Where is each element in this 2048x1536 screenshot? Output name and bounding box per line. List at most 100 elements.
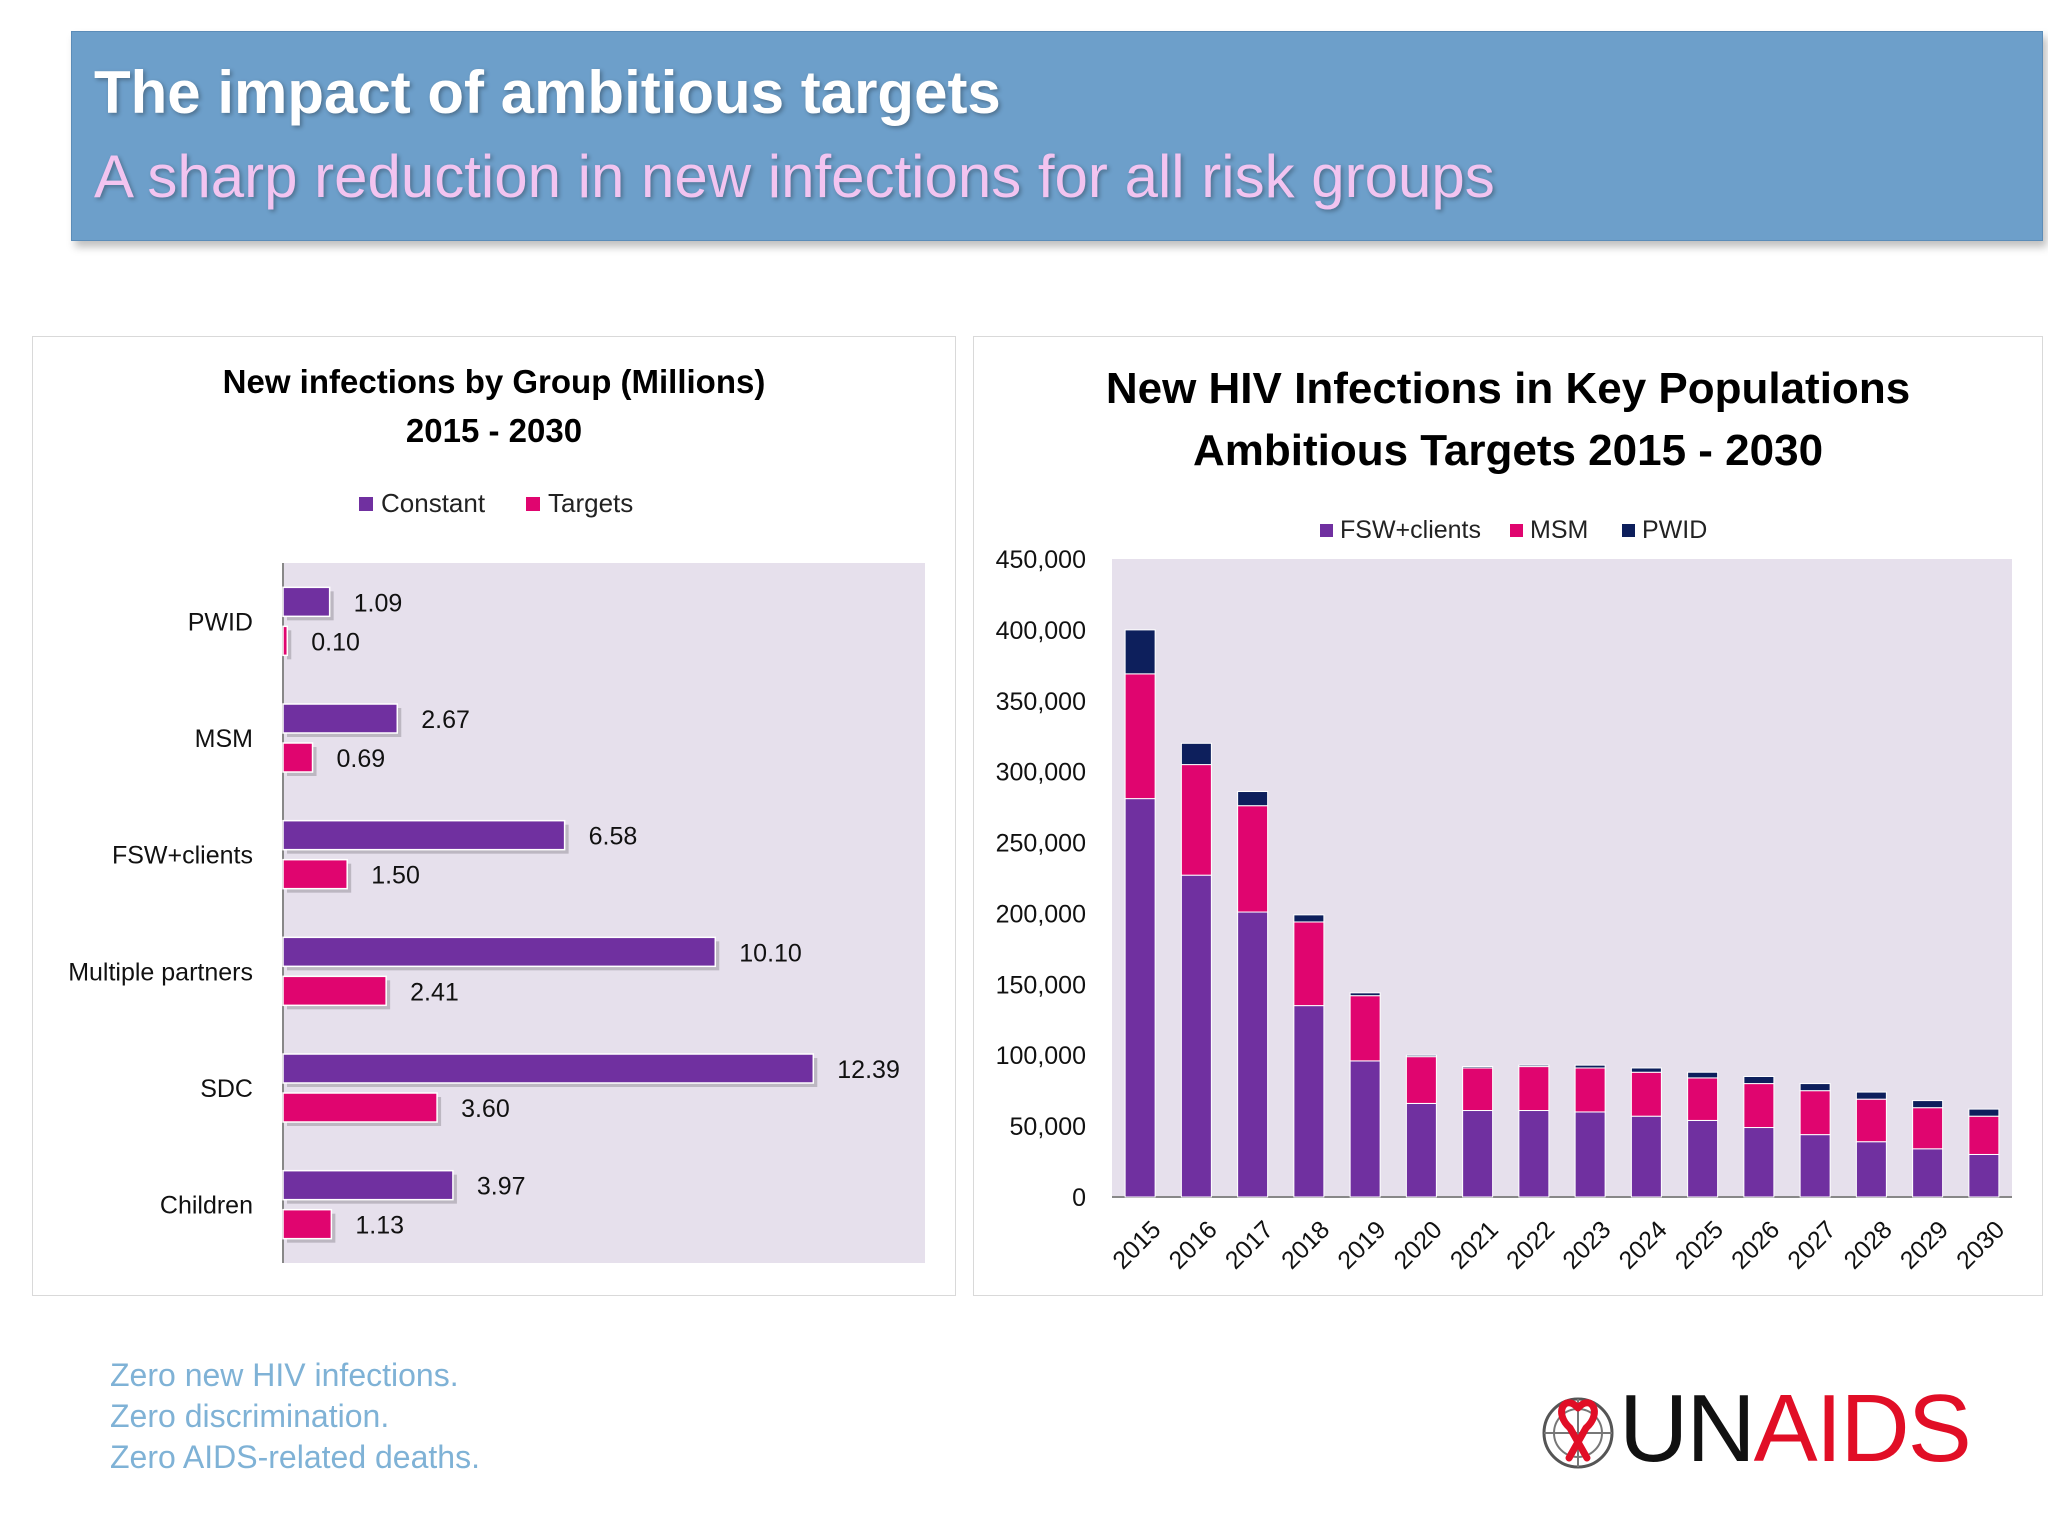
legend-label-constant: Constant (381, 488, 486, 518)
bar-pwid (1349, 992, 1381, 997)
bar-targets (282, 858, 348, 890)
bar-fsw-clients (1405, 1102, 1437, 1198)
y-tick-label: 250,000 (996, 830, 1086, 858)
y-tick-label: 150,000 (996, 971, 1086, 999)
legend-swatch-pwid (1622, 524, 1635, 537)
y-tick-label: 300,000 (996, 759, 1086, 787)
bar-pwid (1405, 1054, 1437, 1058)
bar-fsw-clients (1743, 1127, 1775, 1198)
group-bar-chart: New infections by Group (Millions) 2015 -… (68, 363, 925, 1263)
bar-targets (282, 1208, 333, 1240)
bar-pwid (1574, 1064, 1606, 1069)
bar-msm (1855, 1098, 1887, 1143)
bar-pwid (1799, 1083, 1831, 1092)
bar-msm (1968, 1115, 2000, 1155)
y-tick-label: 200,000 (996, 900, 1086, 928)
bar-fsw-clients (1124, 798, 1156, 1198)
key-populations-stacked-chart: New HIV Infections in Key Populations Amb… (996, 364, 2012, 1275)
bar-pwid (1180, 742, 1212, 766)
category-label: FSW+clients (112, 842, 253, 870)
x-tick-label: 2017 (1220, 1216, 1279, 1275)
bar-msm (1912, 1107, 1944, 1150)
legend-swatch-fsw-clients (1320, 524, 1333, 537)
data-label: 1.09 (354, 589, 403, 617)
y-tick-label: 350,000 (996, 688, 1086, 716)
bar-fsw-clients (1855, 1141, 1887, 1198)
category-label: SDC (200, 1075, 253, 1103)
data-label: 1.50 (371, 862, 420, 890)
x-tick-label: 2016 (1164, 1216, 1223, 1275)
category-label: PWID (188, 608, 253, 636)
bar-msm (1687, 1077, 1719, 1121)
bar-msm (1574, 1067, 1606, 1113)
bar-pwid (1968, 1108, 2000, 1117)
un-emblem-icon (1542, 1397, 1614, 1469)
bar-constant (282, 1053, 815, 1084)
bar-targets (282, 1092, 438, 1123)
x-tick-label: 2021 (1445, 1216, 1504, 1275)
bar-msm (1799, 1090, 1831, 1136)
bar-constant (282, 936, 717, 968)
bar-fsw-clients (1180, 874, 1212, 1198)
x-tick-label: 2030 (1951, 1216, 2010, 1275)
x-tick-label: 2026 (1726, 1216, 1785, 1275)
unaids-logo: UNAIDS (1535, 1375, 1972, 1482)
bar-msm (1124, 673, 1156, 800)
data-label: 3.97 (477, 1173, 526, 1201)
bar-constant (282, 703, 399, 734)
bar-fsw-clients (1462, 1110, 1494, 1198)
x-tick-label: 2029 (1895, 1216, 1954, 1275)
logo-text-un: UN (1619, 1375, 1756, 1482)
bar-fsw-clients (1799, 1134, 1831, 1198)
x-tick-label: 2022 (1501, 1216, 1560, 1275)
bar-msm (1293, 921, 1325, 1007)
tagline: Zero new HIV infections. Zero discrimina… (110, 1355, 480, 1478)
bar-msm (1518, 1066, 1550, 1112)
bar-msm (1180, 764, 1212, 876)
legend-label-fsw-clients: FSW+clients (1340, 516, 1481, 544)
bar-fsw-clients (1349, 1060, 1381, 1198)
slide-title: The impact of ambitious targets (94, 59, 1001, 126)
legend-swatch-msm (1510, 524, 1523, 537)
x-tick-label: 2027 (1782, 1216, 1841, 1275)
bar-msm (1462, 1067, 1494, 1112)
bar-pwid (1124, 629, 1156, 675)
x-tick-label: 2015 (1107, 1216, 1166, 1275)
key-populations-chart-panel: New HIV Infections in Key Populations Amb… (973, 336, 2043, 1296)
plot-area (283, 563, 925, 1263)
bar-pwid (1462, 1066, 1494, 1069)
bar-pwid (1630, 1067, 1662, 1073)
tagline-line-2: Zero discrimination. (110, 1398, 390, 1434)
legend-swatch-constant (359, 497, 373, 511)
bar-shadow (287, 630, 292, 660)
logo-wordmark: UNAIDS (1619, 1374, 1972, 1484)
y-tick-label: 400,000 (996, 617, 1086, 645)
bar-fsw-clients (1968, 1153, 2000, 1198)
bar-msm (1237, 805, 1269, 913)
data-label: 2.67 (421, 706, 470, 734)
data-label: 1.13 (355, 1212, 404, 1240)
bar-fsw-clients (1630, 1115, 1662, 1198)
bar-fsw-clients (1687, 1119, 1719, 1198)
data-label: 12.39 (837, 1056, 900, 1084)
data-label: 10.10 (739, 939, 802, 967)
tagline-line-3: Zero AIDS-related deaths. (110, 1439, 480, 1475)
legend-swatch-targets (526, 497, 540, 511)
y-tick-label: 50,000 (1010, 1113, 1086, 1141)
bar-constant (282, 586, 331, 618)
bar-msm (1630, 1071, 1662, 1117)
legend-label-msm: MSM (1530, 516, 1588, 544)
category-label: MSM (195, 725, 253, 753)
bar-pwid (1743, 1075, 1775, 1085)
bar-targets (282, 625, 289, 657)
bar-pwid (1912, 1100, 1944, 1109)
category-label: Children (160, 1192, 253, 1220)
data-label: 0.10 (311, 628, 360, 656)
bar-fsw-clients (1912, 1148, 1944, 1198)
title-banner: The impact of ambitious targets A sharp … (71, 31, 2043, 241)
bar-constant (282, 1169, 454, 1201)
x-tick-label: 2020 (1389, 1216, 1448, 1275)
chart-title: New HIV Infections in Key Populations (1106, 364, 1910, 413)
bar-pwid (1687, 1071, 1719, 1079)
tagline-line-1: Zero new HIV infections. (110, 1357, 459, 1393)
